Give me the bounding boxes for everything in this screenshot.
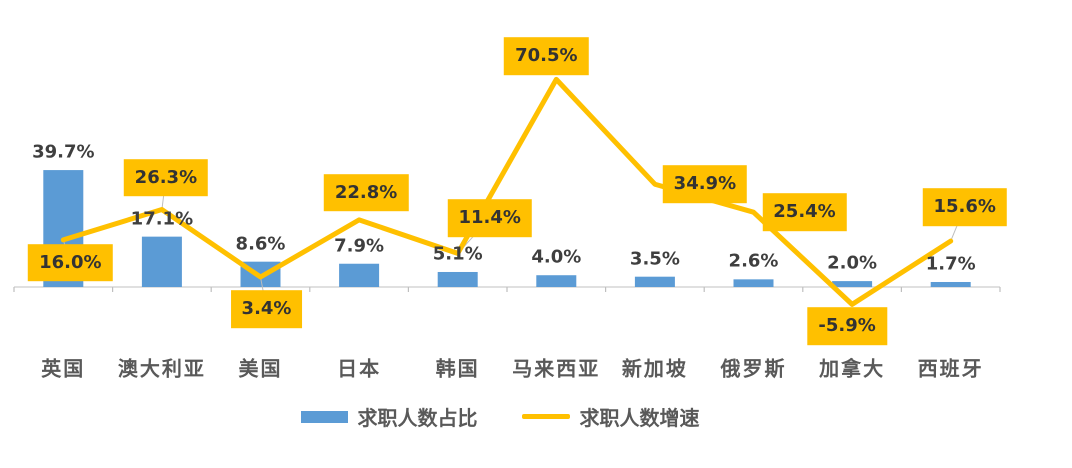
- legend: 求职人数占比 求职人数增速: [0, 402, 1000, 431]
- line-series-legend-label: 求职人数增速: [579, 406, 700, 430]
- bar-英国: [43, 170, 84, 287]
- label-callout-line: [950, 206, 966, 242]
- bar-西班牙: [930, 281, 971, 287]
- bar-马来西亚: [536, 275, 577, 287]
- bar-新加坡: [634, 276, 675, 287]
- bar-加拿大: [832, 281, 873, 287]
- bar-日本: [339, 263, 380, 287]
- bar-韩国: [437, 271, 478, 287]
- label-callout-line: [161, 177, 167, 210]
- legend-item-line-series: 求职人数增速: [521, 402, 700, 431]
- line-series-求职人数增速: [60, 76, 954, 307]
- bar-澳大利亚: [141, 236, 182, 287]
- bar-series-swatch-icon: [300, 410, 348, 423]
- legend-item-bar-series: 求职人数占比: [300, 402, 478, 431]
- bar-俄罗斯: [733, 279, 774, 287]
- line-series-swatch-icon: [521, 414, 570, 419]
- bar-series-legend-label: 求职人数占比: [357, 406, 478, 430]
